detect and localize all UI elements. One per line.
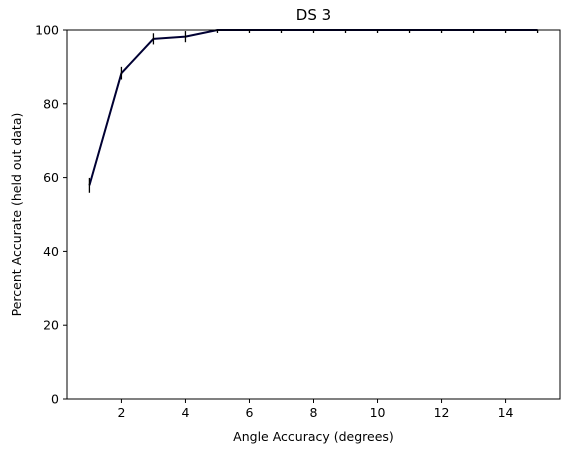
x-tick-label: 8 [310,405,318,420]
plot-frame [66,29,561,400]
x-tick-label: 10 [370,405,386,420]
x-tick-label: 12 [434,405,450,420]
y-tick-label: 40 [43,244,59,259]
y-tick-label: 60 [43,170,59,185]
x-axis-label: Angle Accuracy (degrees) [233,429,394,444]
x-tick-label: 2 [117,405,125,420]
series-line [88,29,538,186]
y-tick-label: 20 [43,318,59,333]
plot-area [88,29,539,193]
x-tick-label: 14 [498,405,514,420]
y-axis-label: Percent Accurate (held out data) [9,113,24,317]
x-axis: 2 4 6 8 10 12 14 [117,399,514,420]
y-axis: 0 20 40 60 80 100 [35,23,67,407]
y-tick-label: 0 [51,392,59,407]
chart-title: DS 3 [296,6,331,24]
y-tick-label: 80 [43,96,59,111]
x-tick-label: 4 [181,405,189,420]
x-tick-label: 6 [245,405,253,420]
y-tick-label: 100 [35,23,59,38]
